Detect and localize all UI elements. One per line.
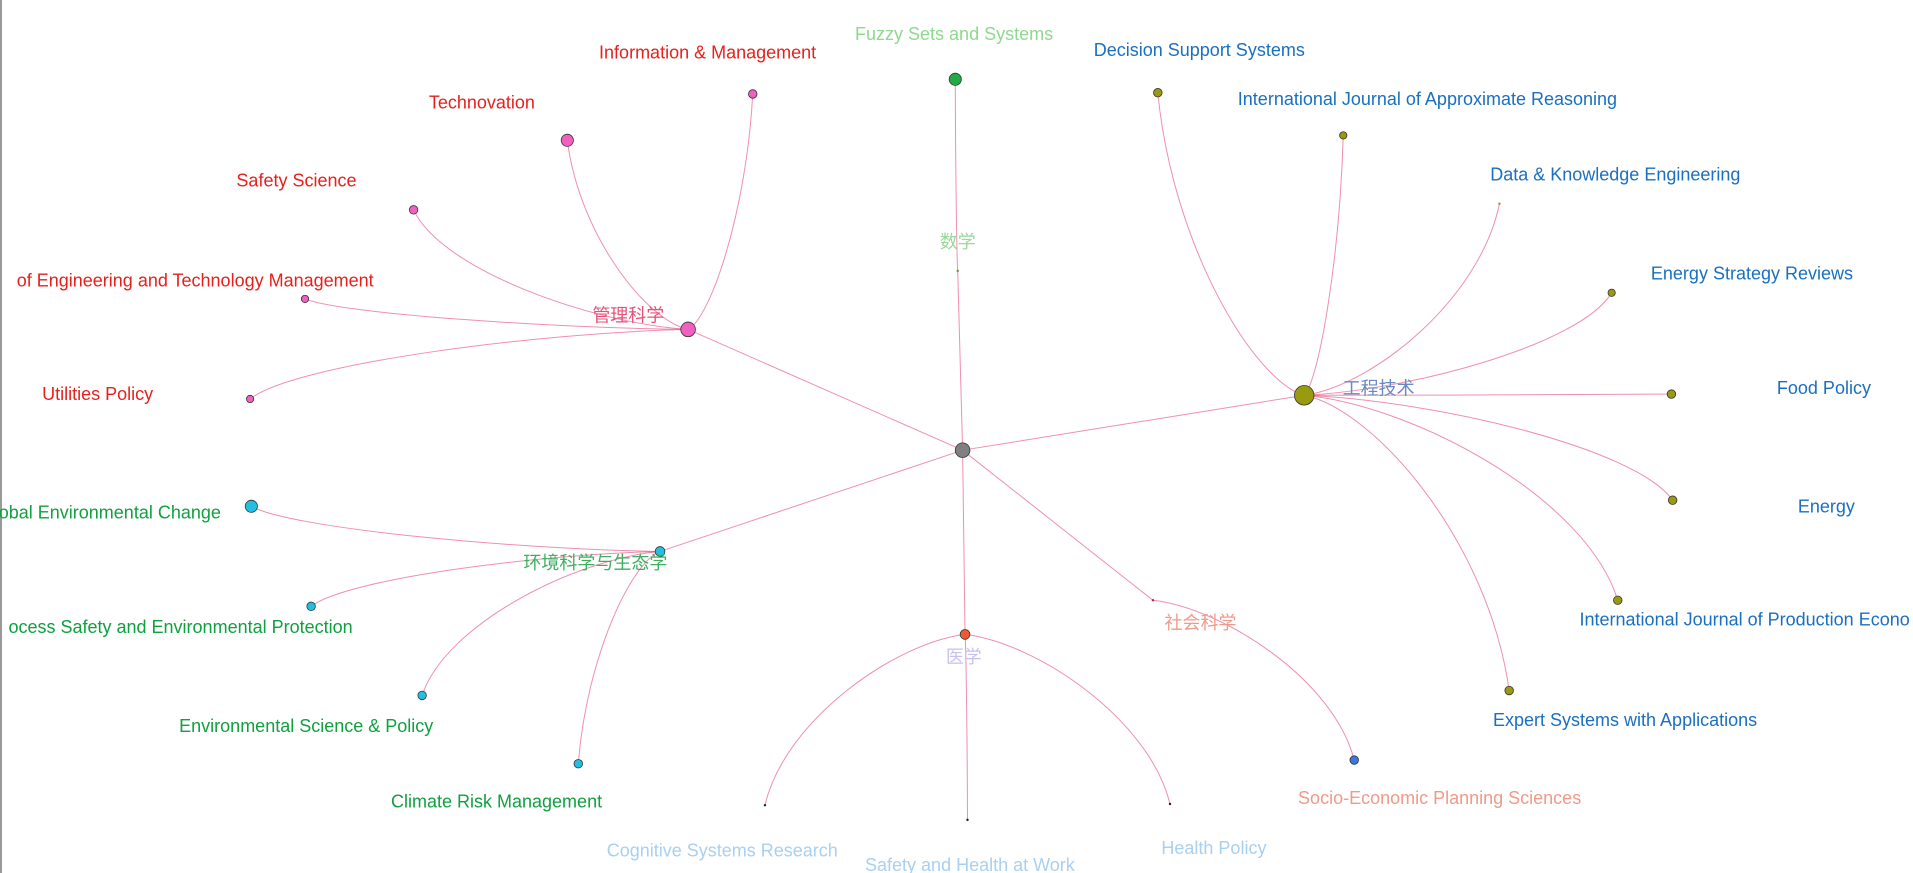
- journal-node: [948, 72, 962, 86]
- journal-node: [1153, 88, 1163, 98]
- category-label: 工程技术: [1343, 379, 1415, 399]
- journal-label: Data & Knowledge Engineering: [1490, 164, 1740, 184]
- journal-label: Information & Management: [599, 42, 816, 62]
- branch-edge: [687, 93, 754, 330]
- journal-node: [1613, 595, 1623, 605]
- branch-edge: [1304, 393, 1672, 396]
- branch-edge: [1304, 203, 1500, 396]
- journal-label: ocess Safety and Environmental Protectio…: [8, 617, 352, 637]
- category-label: 社会科学: [1165, 613, 1237, 633]
- journal-label: Energy Strategy Reviews: [1651, 263, 1853, 283]
- journal-node: [1667, 495, 1678, 505]
- category-hub: [680, 321, 696, 338]
- trunk-edge: [962, 394, 1305, 451]
- journal-label: obal Environmental Change: [0, 502, 221, 522]
- labels: Information & Management Technovation Safe…: [0, 24, 1910, 873]
- journal-node: [1168, 802, 1172, 806]
- journal-node: [1339, 131, 1348, 140]
- branch-edge: [1304, 394, 1619, 601]
- journal-node: [748, 89, 758, 99]
- branch-edge: [954, 79, 959, 271]
- category-hub: [956, 269, 959, 273]
- journal-label: Environmental Science & Policy: [179, 716, 433, 736]
- branch-edge: [1152, 599, 1355, 761]
- journal-node: [300, 294, 310, 303]
- branch-edge: [251, 505, 661, 552]
- branch-edge: [421, 550, 661, 696]
- journal-node: [763, 803, 767, 807]
- category-label: 环境科学与生态学: [523, 553, 667, 573]
- journal-node: [417, 690, 427, 701]
- branch-edge: [1304, 394, 1510, 691]
- journal-node: [246, 394, 255, 404]
- branch-edge: [577, 550, 661, 764]
- journal-label: of Engineering and Technology Management: [17, 271, 374, 291]
- center-node: [954, 442, 971, 458]
- journal-label: Utilities Policy: [42, 384, 153, 404]
- journal-label: Fuzzy Sets and Systems: [855, 24, 1053, 44]
- journal-label: Technovation: [429, 92, 535, 112]
- journal-label: Health Policy: [1161, 838, 1266, 858]
- edges: [249, 79, 1674, 820]
- trunk-edge: [962, 450, 966, 635]
- category-label: 数学: [940, 232, 976, 252]
- journal-node: [244, 499, 258, 513]
- branch-edge: [1303, 135, 1344, 396]
- journal-label: Decision Support Systems: [1094, 40, 1305, 60]
- trunk-edge: [687, 328, 963, 451]
- branch-edge: [566, 140, 689, 330]
- branch-edge: [1157, 92, 1305, 396]
- journal-label: Expert Systems with Applications: [1493, 710, 1757, 730]
- trunk-edge: [659, 449, 963, 552]
- journal-label: Safety Science: [236, 171, 356, 191]
- category-hub: [959, 629, 971, 640]
- journal-label: Safety and Health at Work: [865, 855, 1076, 873]
- category-hub: [1151, 599, 1155, 602]
- journal-label: Energy: [1798, 496, 1855, 516]
- trunk-edge: [962, 449, 1154, 601]
- category-hub: [654, 546, 666, 557]
- journal-label: Climate Risk Management: [391, 792, 602, 812]
- branch-edge: [249, 328, 689, 400]
- journal-label: Cognitive Systems Research: [607, 840, 838, 860]
- branch-edge: [1304, 394, 1674, 501]
- journal-node: [1607, 288, 1616, 297]
- trunk-edge: [957, 270, 964, 451]
- journal-node: [408, 205, 419, 215]
- journal-node: [1666, 389, 1677, 399]
- journal-node: [966, 818, 969, 822]
- branch-edge: [764, 633, 966, 806]
- branch-edge: [310, 550, 661, 607]
- branch-edge: [1304, 292, 1613, 396]
- journal-node: [1498, 202, 1501, 205]
- branch-edge: [964, 633, 1171, 805]
- journal-label: Socio-Economic Planning Sciences: [1298, 788, 1581, 808]
- category-label: 管理科学: [592, 305, 664, 325]
- journal-node: [1349, 755, 1359, 765]
- journal-node: [1504, 685, 1514, 696]
- category-hub: [1294, 385, 1315, 406]
- journal-node: [573, 759, 583, 769]
- journal-label: International Journal of Approximate Rea…: [1238, 89, 1617, 109]
- branch-edge: [964, 634, 968, 820]
- journal-node: [560, 133, 574, 147]
- journal-node: [306, 601, 316, 612]
- journal-label: Food Policy: [1777, 378, 1871, 398]
- branch-edge: [304, 298, 689, 330]
- nodes: [244, 72, 1678, 822]
- category-label: 医学: [946, 647, 982, 667]
- journal-label: International Journal of Production Econ…: [1580, 610, 1910, 630]
- branch-edge: [413, 209, 689, 330]
